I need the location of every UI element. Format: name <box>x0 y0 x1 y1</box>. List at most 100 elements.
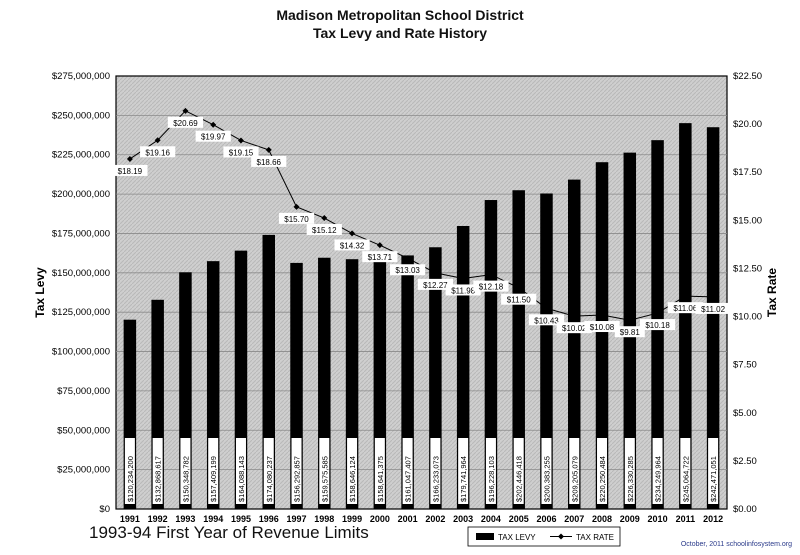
levy-label-group: $150,348,782 <box>180 438 191 504</box>
x-tick-label: 2000 <box>370 514 390 524</box>
levy-value-label: $166,233,073 <box>431 456 440 502</box>
tax-rate-point <box>349 230 356 237</box>
x-tick-label: 1997 <box>287 514 307 524</box>
levy-value-label: $242,471,051 <box>709 456 718 502</box>
levy-label-box <box>235 438 246 504</box>
tax-rate-point <box>460 275 467 282</box>
tax-rate-point <box>210 121 217 128</box>
left-tick-label: $125,000,000 <box>52 307 110 318</box>
rate-label-group: $11.06 <box>667 302 703 314</box>
rate-value-label: $20.69 <box>173 119 198 128</box>
levy-value-label: $174,080,237 <box>265 456 274 502</box>
levy-label-box <box>208 438 219 504</box>
right-tick-label: $20.00 <box>733 119 762 130</box>
rate-label-box <box>140 146 176 158</box>
rate-label-group: $19.15 <box>223 146 259 158</box>
levy-label-group: $174,080,237 <box>263 438 274 504</box>
tax-rate-point <box>404 255 411 262</box>
x-tick-label: 2004 <box>481 514 501 524</box>
x-tick-label: 2005 <box>509 514 529 524</box>
rate-label-box <box>584 321 620 333</box>
levy-label-group: $158,646,124 <box>347 438 358 504</box>
levy-value-label: $157,409,199 <box>209 456 218 502</box>
legend-label-levy: TAX LEVY <box>498 533 536 542</box>
tax-rate-point <box>432 269 439 276</box>
x-tick-label: 1991 <box>120 514 140 524</box>
levy-label-group: $242,471,051 <box>708 438 719 504</box>
levy-label-box <box>430 438 441 504</box>
left-tick-label: $200,000,000 <box>52 189 110 200</box>
left-tick-label: $50,000,000 <box>57 425 110 436</box>
x-tick-label: 2002 <box>425 514 445 524</box>
right-tick-label: $2.50 <box>733 456 757 467</box>
rate-value-label: $19.97 <box>201 133 226 142</box>
tax-rate-point <box>515 284 522 291</box>
left-tick-label: $225,000,000 <box>52 150 110 161</box>
levy-label-box <box>180 438 191 504</box>
levy-value-label: $132,868,617 <box>154 456 163 502</box>
levy-label-box <box>374 438 385 504</box>
rate-label-box <box>556 322 592 334</box>
levy-label-box <box>402 438 413 504</box>
rate-label-group: $18.19 <box>112 164 148 176</box>
left-tick-label: $100,000,000 <box>52 347 110 358</box>
rate-label-group: $15.70 <box>278 212 315 224</box>
x-tick-label: 2012 <box>703 514 723 524</box>
levy-label-group: $132,868,617 <box>152 438 163 504</box>
legend-point-swatch <box>558 533 564 540</box>
rate-label-box <box>390 264 426 276</box>
rate-label-group: $12.18 <box>473 280 509 292</box>
rate-label-box <box>306 224 342 236</box>
rate-label-group: $18.66 <box>251 155 287 167</box>
tax-rate-point <box>626 317 633 324</box>
rate-value-label: $10.43 <box>534 316 559 325</box>
x-tick-label: 2010 <box>648 514 668 524</box>
rate-label-box <box>614 326 645 338</box>
rate-value-label: $15.12 <box>312 226 337 235</box>
right-tick-label: $22.50 <box>733 71 762 82</box>
rate-value-label: $19.16 <box>145 148 170 157</box>
rate-label-group: $11.02 <box>695 302 731 314</box>
tax-rate-point <box>321 215 328 222</box>
rate-label-group: $14.32 <box>334 239 370 251</box>
rate-value-label: $14.32 <box>340 241 365 250</box>
right-tick-label: $15.00 <box>733 215 762 226</box>
levy-label-group: $166,233,073 <box>430 438 441 504</box>
right-tick-label: $10.00 <box>733 312 762 323</box>
tax-rate-point <box>237 137 244 144</box>
rate-label-box <box>223 146 259 158</box>
levy-label-group: $234,249,964 <box>652 438 663 504</box>
rate-label-group: $10.18 <box>639 319 676 331</box>
levy-label-box <box>319 438 330 504</box>
rate-value-label: $18.19 <box>118 167 143 176</box>
left-tick-label: $250,000,000 <box>52 110 110 121</box>
rate-label-box <box>112 164 148 176</box>
left-tick-label: $150,000,000 <box>52 268 110 279</box>
levy-label-box <box>569 438 580 504</box>
levy-label-box <box>624 438 635 504</box>
tax-rate-point <box>154 137 161 144</box>
rate-label-group: $19.16 <box>140 146 176 158</box>
x-tick-label: 1996 <box>259 514 279 524</box>
levy-label-box <box>597 438 608 504</box>
rate-label-box <box>667 302 703 314</box>
right-tick-label: $7.50 <box>733 360 757 371</box>
levy-bar <box>679 123 692 509</box>
rate-value-label: $15.70 <box>284 215 309 224</box>
levy-label-box <box>541 438 552 504</box>
right-axis-title: Tax Rate <box>765 268 779 317</box>
rate-value-label: $13.03 <box>395 266 420 275</box>
levy-value-label: $220,250,484 <box>598 456 607 502</box>
levy-label-group: $202,446,418 <box>513 438 524 504</box>
chart-subtitle: Tax Levy and Rate History <box>312 25 488 41</box>
levy-label-group: $200,383,255 <box>541 438 552 504</box>
legend-box <box>467 526 621 547</box>
x-tick-label: 1998 <box>314 514 334 524</box>
levy-bar <box>540 193 553 509</box>
rate-value-label: $11.02 <box>701 305 725 314</box>
levy-label-group: $156,292,857 <box>291 438 302 504</box>
rate-label-box <box>501 293 537 305</box>
tax-rate-point <box>682 293 689 300</box>
x-tick-label: 2008 <box>592 514 612 524</box>
